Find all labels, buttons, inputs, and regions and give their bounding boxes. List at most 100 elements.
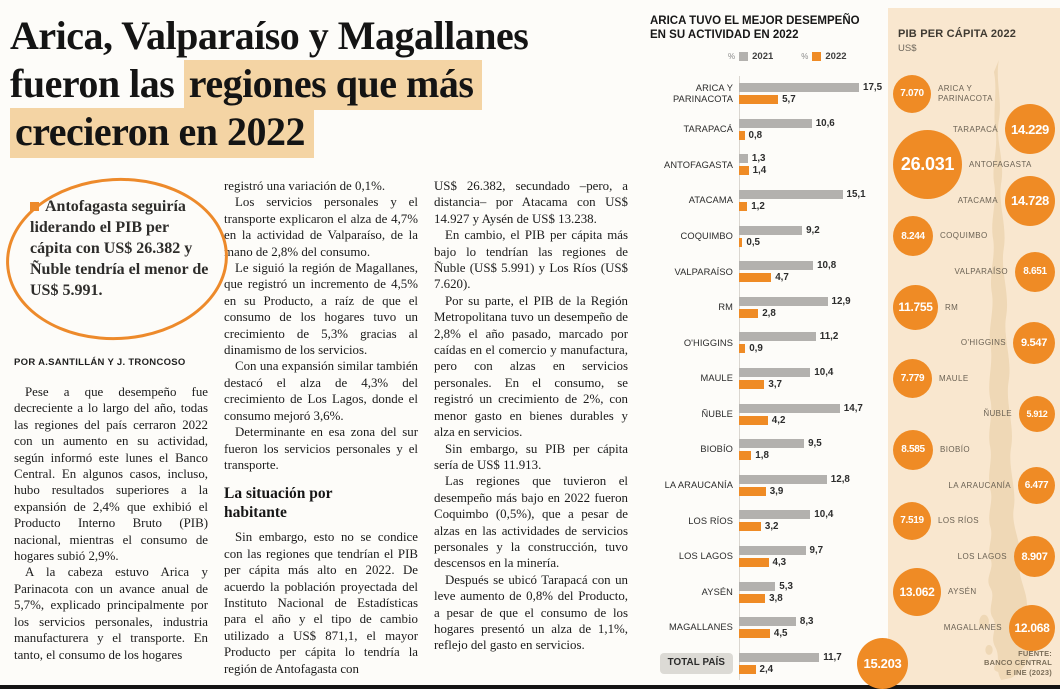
chart-row: O'HIGGINS 11,2 0,9 bbox=[650, 325, 888, 361]
bar-group: 9,7 4,3 bbox=[739, 544, 888, 569]
region-label: ANTOFAGASTA bbox=[650, 160, 739, 171]
region-name: VALPARAÍSO bbox=[674, 266, 733, 277]
bar-2021-value: 10,8 bbox=[817, 260, 837, 272]
region-label: BIOBÍO bbox=[650, 444, 739, 455]
bar-2021-value: 17,5 bbox=[863, 82, 883, 94]
region-name: TARAPACÁ bbox=[683, 124, 733, 135]
bar-2022-value: 1,8 bbox=[755, 450, 769, 462]
region-label: O'HIGGINS bbox=[650, 338, 739, 349]
pib-region-label: TARAPACÁ bbox=[952, 124, 998, 134]
chart-legend: % 2021% 2022 bbox=[728, 51, 888, 62]
bar-2021 bbox=[739, 190, 843, 200]
pib-row: 8.244 COQUIMBO bbox=[888, 216, 1060, 257]
bar-group: 17,5 5,7 bbox=[739, 81, 888, 106]
bar-2022 bbox=[739, 380, 765, 390]
region-name: ÑUBLE bbox=[701, 408, 733, 419]
pib-row: ÑUBLE 5.912 bbox=[888, 396, 1060, 433]
bar-line-2022: 4,3 bbox=[739, 557, 888, 568]
pib-region-label: AYSÉN bbox=[948, 587, 977, 597]
bar-line-2021: 10,4 bbox=[739, 509, 888, 520]
pib-row: 7.070 ARICA Y PARINACOTA bbox=[888, 74, 1060, 113]
region-label: ARICA Y PARINACOTA bbox=[650, 83, 739, 104]
pib-value-circle: 6.477 bbox=[1018, 466, 1055, 504]
chart-row: BIOBÍO 9,5 1,8 bbox=[650, 432, 888, 468]
bar-line-2022: 3,7 bbox=[739, 379, 888, 390]
bar-2021-value: 1,3 bbox=[751, 153, 766, 165]
bar-line-2022: 4,2 bbox=[739, 415, 888, 426]
bar-group: 9,5 1,8 bbox=[739, 437, 888, 462]
bar-line-2021: 10,6 bbox=[739, 118, 888, 129]
page-title: Arica, Valparaíso y Magallanes fueron la… bbox=[10, 12, 655, 158]
bar-2021 bbox=[739, 581, 776, 591]
bar-2022-value: 5,7 bbox=[782, 94, 796, 106]
bar-2022 bbox=[739, 629, 770, 639]
region-name: AYSÉN bbox=[701, 586, 733, 597]
bar-group: 12,8 3,9 bbox=[739, 473, 888, 498]
percent-sign: % bbox=[728, 52, 736, 61]
bar-2022-value: 0,9 bbox=[749, 343, 763, 355]
pib-row: MAGALLANES 12.068 bbox=[888, 604, 1060, 651]
bar-group: 10,6 0,8 bbox=[739, 117, 888, 142]
article-paragraph: Sin embargo, esto no se condice con las … bbox=[224, 530, 418, 676]
legend-year: 2022 bbox=[825, 51, 847, 62]
bar-2022-value: 0,5 bbox=[746, 236, 761, 248]
pib-value-circle: 13.062 bbox=[893, 568, 941, 617]
bar-2022 bbox=[739, 130, 745, 140]
pib-region-label: ARICA Y PARINACOTA bbox=[938, 84, 993, 103]
region-label: LOS RÍOS bbox=[650, 516, 739, 527]
region-name: BIOBÍO bbox=[700, 444, 733, 455]
bar-2021-value: 10,4 bbox=[814, 367, 834, 379]
bar-line-2021: 8,3 bbox=[739, 616, 888, 627]
bar-2021 bbox=[739, 332, 816, 342]
bar-2021-value: 5,3 bbox=[779, 580, 793, 592]
bar-line-2021: 10,8 bbox=[739, 260, 888, 271]
bar-group: 14,7 4,2 bbox=[739, 402, 888, 427]
headline-line-2: fueron las regiones que más bbox=[10, 60, 655, 110]
bar-line-2022: 4,5 bbox=[739, 628, 888, 639]
legend-swatch bbox=[739, 52, 749, 61]
chart-title-line-1: ARICA TUVO EL MEJOR DESEMPEÑO bbox=[650, 15, 860, 27]
pib-region-label: MAULE bbox=[939, 373, 969, 383]
pib-region-label: LOS LAGOS bbox=[957, 551, 1007, 561]
chart-row: AYSÉN 5,3 3,8 bbox=[650, 574, 888, 610]
bar-2022 bbox=[739, 166, 749, 176]
bar-2022-value: 2,4 bbox=[759, 663, 774, 675]
region-name: ARICA Y PARINACOTA bbox=[672, 83, 733, 104]
bar-2021 bbox=[739, 474, 827, 484]
pib-row: 15.203 bbox=[857, 637, 1060, 689]
pib-region-label: O'HIGGINS bbox=[960, 338, 1006, 348]
source-note: FUENTE: BANCO CENTRAL E INE (2023) bbox=[984, 649, 1052, 678]
bar-2022 bbox=[739, 308, 759, 318]
region-name: ANTOFAGASTA bbox=[664, 159, 733, 170]
bar-2021 bbox=[739, 617, 796, 627]
region-label: AYSÉN bbox=[650, 587, 739, 598]
bar-2021-value: 12,8 bbox=[830, 473, 850, 485]
bar-2021-value: 12,9 bbox=[831, 295, 851, 307]
source-line: E INE (2023) bbox=[1006, 667, 1052, 677]
article-column-1: Pese a que desempeño fue decreciente a l… bbox=[14, 384, 208, 663]
legend-swatch bbox=[812, 52, 822, 61]
pib-row: 26.031 ANTOFAGASTA bbox=[888, 130, 1060, 200]
article-column-3: US$ 26.382, secundado –pero, a distancia… bbox=[434, 178, 628, 654]
region-label: TARAPACÁ bbox=[650, 124, 739, 135]
bar-2022-value: 3,8 bbox=[769, 592, 783, 604]
bar-group: 5,3 3,8 bbox=[739, 580, 888, 605]
chart-rows: ARICA Y PARINACOTA 17,5 5,7 TARAPACÁ 10,6 0,8… bbox=[650, 76, 888, 681]
bar-2021 bbox=[739, 225, 803, 235]
section-subhead: La situación por habitante bbox=[224, 485, 333, 522]
article-paragraph: Los servicios personales y el transporte… bbox=[224, 195, 418, 259]
bar-2021 bbox=[739, 296, 828, 306]
activity-chart: ARICA TUVO EL MEJOR DESEMPEÑO EN SU ACTI… bbox=[650, 14, 888, 684]
bar-2021-value: 14,7 bbox=[843, 402, 863, 414]
chart-row: TOTAL PAÍS 11,7 2,4 bbox=[650, 646, 888, 682]
region-label: ÑUBLE bbox=[650, 409, 739, 420]
pib-panel-currency: US$ bbox=[898, 43, 917, 54]
region-name: O'HIGGINS bbox=[683, 337, 733, 348]
total-label-box: TOTAL PAÍS bbox=[659, 653, 733, 674]
pib-row: 11.755 RM bbox=[888, 284, 1060, 330]
pib-region-label: MAGALLANES bbox=[943, 622, 1002, 632]
pib-region-label: BIOBÍO bbox=[940, 444, 970, 454]
bar-2022 bbox=[739, 273, 772, 283]
pib-region-label: COQUIMBO bbox=[940, 231, 988, 241]
pib-value-circle: 12.068 bbox=[1009, 604, 1055, 651]
